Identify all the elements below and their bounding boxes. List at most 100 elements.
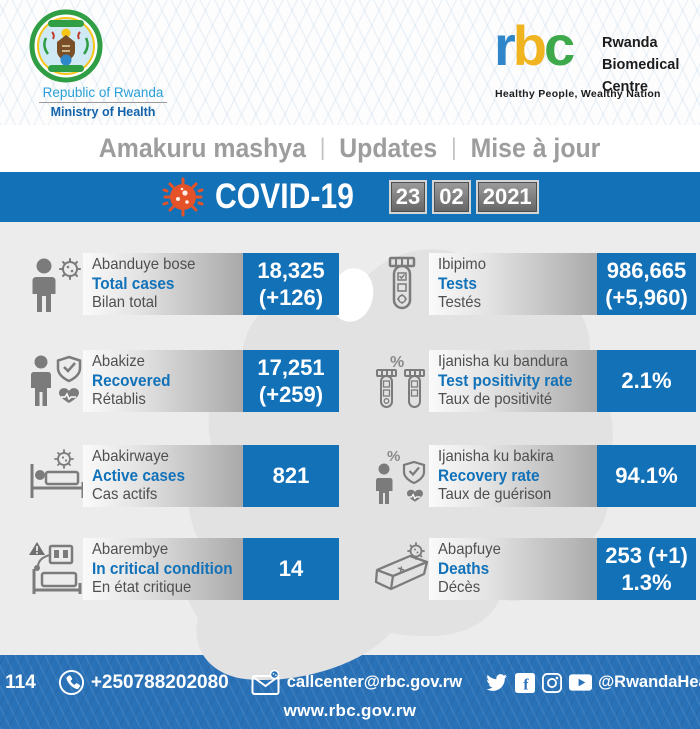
value-box: 18,325 (+126) [243,253,339,315]
hotline-number: 114 [5,671,36,693]
label-kinyarwanda: Abapfuye [438,541,501,558]
label-kinyarwanda: Ijanisha ku bandura [438,353,568,370]
stat-value: 14 [278,556,304,582]
rbc-name: Rwanda Biomedical Centre [602,32,679,98]
value-box: 2.1% [597,350,696,412]
header: Republic of Rwanda Ministry of Health rb… [0,0,700,125]
rbc-letter-b: b [512,14,547,77]
whatsapp-line: +250788202080 [58,669,229,696]
stat-value: 986,665 [606,257,687,283]
label-english: Recovered [92,372,171,390]
stat-row-recovery-rate: % Ijanisha ku bakira Recovery rate Taux … [374,440,700,512]
value-box: 17,251 (+259) [243,350,339,412]
label-french: Taux de positivité [438,391,553,408]
stat-labels: Abarembye In critical condition En état … [92,541,233,597]
value-box: 253 (+1) 1.3% [597,538,696,600]
label-kinyarwanda: Ibipimo [438,256,486,273]
label-band [429,253,598,315]
label-french: Bilan total [92,294,158,311]
stat-row-total-cases: Abanduye bose Total cases Bilan total 18… [28,248,358,320]
label-band [429,445,598,507]
date-month: 02 [432,180,471,214]
person-percent-shield-icon: % [376,448,426,504]
government-block: Republic of Rwanda Ministry of Health [28,8,178,119]
update-bar: Amakuru mashya | Updates | Mise à jour [0,125,700,172]
lake-shape [330,268,374,322]
title-bar: COVID-19 23 02 2021 [0,172,700,222]
youtube-icon [569,674,593,691]
footer-contact-row: 114 +250788202080 callcenter@rbc.gov.rw [0,669,700,696]
facebook-icon: f [515,672,536,693]
website-url: www.rbc.gov.rw [283,701,417,720]
stat-labels: Abakize Recovered Rétablis [92,353,170,409]
email-address: callcenter@rbc.gov.rw [286,673,463,691]
value-box: 821 [243,445,339,507]
rwanda-coat-of-arms-icon [29,9,103,83]
label-english: Recovery rate [438,467,540,485]
footer-background [0,655,700,729]
date: 23 02 2021 [388,180,539,214]
label-kinyarwanda: Abarembye [92,541,169,558]
stat-labels: Abapfuye Deaths Décès [438,541,501,597]
person-shield-heart-icon [31,355,82,406]
country-name: Republic of Rwanda [42,85,164,100]
label-french: Taux de guérison [438,486,552,503]
coronavirus-icon [162,177,204,217]
label-english: Active cases [92,467,185,485]
label-english: In critical condition [92,560,233,578]
stat-delta: (+126) [258,285,324,310]
label-kinyarwanda: Ijanisha ku bakira [438,448,554,465]
envelope-icon [251,669,280,695]
social-block: f @RwandaHealth [484,672,700,693]
rbc-name-line2: Biomedical [602,57,680,73]
label-english: Test positivity rate [438,372,573,390]
stat-labels: Ijanisha ku bakira Recovery rate Taux de… [438,448,554,504]
rbc-name-line1: Rwanda [602,35,658,51]
stat-value: 94.1% [615,463,678,489]
update-label-english: Updates [339,133,438,163]
rbc-logo: rbc [494,18,575,74]
date-day: 23 [388,180,428,214]
label-kinyarwanda: Abakirwaye [92,448,169,465]
stat-labels: Abakirwaye Active cases Cas actifs [92,448,185,504]
value-box: 14 [243,538,339,600]
label-band [429,350,598,412]
page-title: COVID-19 [215,177,355,216]
label-kinyarwanda: Abanduye bose [92,256,196,273]
separator: | [451,134,458,161]
label-french: En état critique [92,579,192,596]
stat-row-active-cases: Abakirwaye Active cases Cas actifs 821 [28,440,358,512]
stat-value: 821 [272,463,310,489]
test-tube-icon [388,256,416,310]
label-english: Total cases [92,275,175,293]
stat-row-critical: Abarembye In critical condition En état … [28,533,358,605]
svg-text:%: % [390,354,404,371]
ministry-name: Ministry of Health [50,105,156,119]
twitter-icon [486,673,507,691]
label-french: Cas actifs [92,486,158,503]
stat-labels: Ijanisha ku bandura Test positivity rate… [438,353,572,409]
value-box: 986,665 (+5,960) [597,253,696,315]
svg-text:f: f [523,676,529,693]
date-year: 2021 [475,180,539,214]
test-tubes-percent-icon: % [376,354,425,408]
stat-row-tests: Ibipimo Tests Testés 986,665 (+5,960) [374,248,700,320]
label-french: Rétablis [92,391,146,408]
instagram-icon [542,672,563,693]
whatsapp-phone-icon [58,669,84,696]
stat-value: 17,251 [257,354,325,380]
label-kinyarwanda: Abakize [92,353,145,370]
stat-row-positivity: % Ijanisha ku bandura Test positivity ra… [374,345,700,417]
label-band [429,538,598,600]
stat-delta: (+259) [258,382,324,407]
stat-row-deaths: Abapfuye Deaths Décès 253 (+1) 1.3% [374,533,700,605]
stat-value: 253 (+1) [605,542,688,568]
label-band [83,350,243,412]
label-french: Décès [438,579,481,596]
label-band [83,253,243,315]
stat-row-recovered: Abakize Recovered Rétablis 17,251 (+259) [28,345,358,417]
update-label-kinyarwanda: Amakuru mashya [99,133,307,163]
hotline: 114 [0,669,36,696]
stat-labels: Ibipimo Tests Testés [438,256,486,312]
stat-labels: Abanduye bose Total cases Bilan total [92,256,195,312]
